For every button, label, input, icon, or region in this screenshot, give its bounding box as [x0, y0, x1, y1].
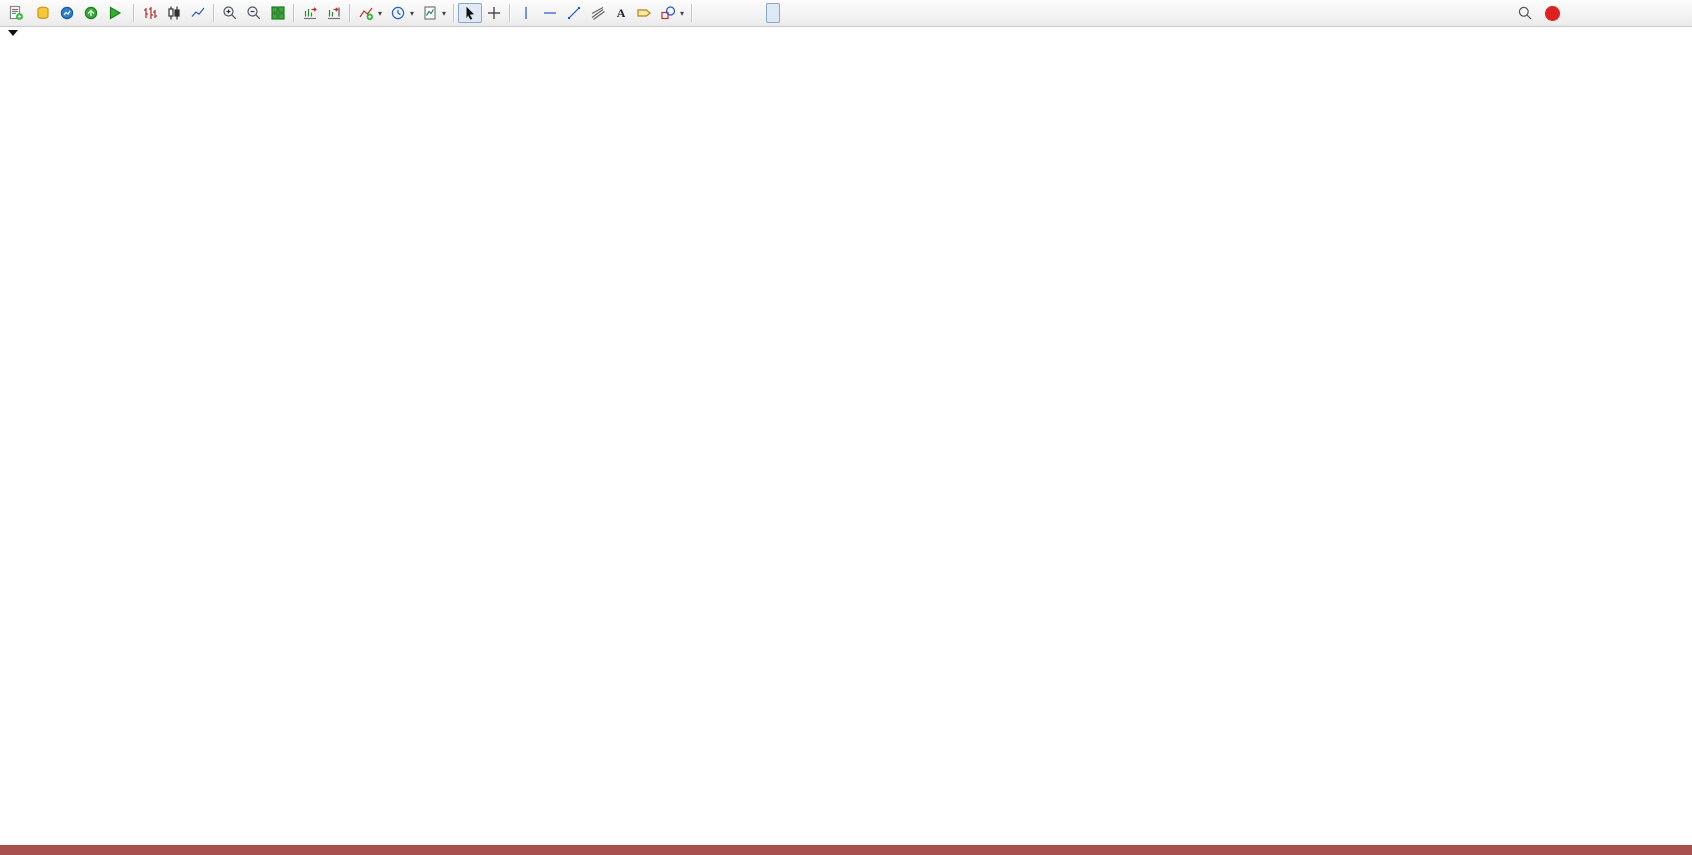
bottom-strip	[0, 845, 1692, 855]
bar-chart-button[interactable]	[138, 3, 162, 23]
tile-windows-button[interactable]	[266, 3, 290, 23]
chart-canvas[interactable]	[0, 26, 1692, 855]
template-icon	[424, 6, 436, 20]
timeframe-mn[interactable]	[808, 3, 822, 23]
chevron-down-icon: ▾	[442, 8, 447, 18]
templates-button[interactable]: ▾	[418, 3, 450, 23]
periods-button[interactable]: ▾	[386, 3, 418, 23]
candlestick-chart-button[interactable]	[162, 3, 186, 23]
chevron-down-icon: ▾	[378, 8, 383, 18]
zoom-in-icon	[223, 6, 237, 20]
cursor-icon	[466, 6, 475, 20]
chart-shift-button[interactable]	[322, 3, 346, 23]
timeframe-h4[interactable]	[766, 3, 781, 23]
text-tool-icon: A	[616, 5, 626, 20]
zoom-out-icon	[247, 6, 261, 20]
notification-badge[interactable]	[1545, 5, 1560, 21]
shapes-icon	[661, 6, 676, 20]
toolbar-separator	[691, 4, 694, 22]
vertical-line-icon	[525, 7, 527, 19]
bar-chart-icon	[144, 7, 157, 19]
timeframe-d1[interactable]	[780, 3, 794, 23]
timeframe-m30[interactable]	[738, 3, 752, 23]
candlestick-chart-icon	[168, 6, 180, 20]
tile-windows-icon	[271, 6, 285, 20]
text-label-button[interactable]	[632, 3, 656, 23]
zoom-in-button[interactable]	[218, 3, 242, 23]
search-icon[interactable]	[1517, 5, 1533, 21]
zoom-out-button[interactable]	[242, 3, 266, 23]
navigator-button[interactable]	[79, 3, 103, 23]
history-center-icon	[37, 6, 49, 20]
crosshair-icon	[488, 7, 501, 19]
main-toolbar: ▾ ▾ ▾ A	[0, 0, 1692, 27]
history-center-button[interactable]	[31, 3, 55, 23]
timeframe-h1[interactable]	[752, 3, 766, 23]
new-order-button[interactable]	[4, 3, 31, 23]
timeframe-m5[interactable]	[710, 3, 724, 23]
autotrading-button[interactable]	[103, 3, 130, 23]
line-chart-button[interactable]	[186, 3, 210, 23]
auto-scroll-button[interactable]	[298, 3, 322, 23]
horizontal-line-button[interactable]	[538, 3, 562, 23]
new-order-icon	[9, 5, 23, 20]
toolbar-separator	[509, 4, 512, 22]
shapes-button[interactable]: ▾	[656, 3, 688, 23]
text-button[interactable]: A	[610, 3, 632, 23]
indicators-button[interactable]: ▾	[354, 3, 386, 23]
market-watch-icon	[60, 6, 74, 20]
toolbar-separator	[213, 4, 215, 22]
toolbar-right-group	[1517, 5, 1560, 21]
line-chart-icon	[191, 7, 205, 17]
timeframe-w1[interactable]	[794, 3, 808, 23]
autotrading-play-icon	[109, 6, 122, 20]
crosshair-button[interactable]	[482, 3, 506, 23]
toolbar-separator	[349, 4, 351, 22]
horizontal-line-icon	[544, 12, 557, 14]
toolbar-separator	[133, 4, 135, 22]
timeframe-m15[interactable]	[724, 3, 738, 23]
market-watch-button[interactable]	[55, 3, 79, 23]
fibonacci-icon	[591, 6, 605, 20]
text-label-icon	[637, 9, 651, 17]
indicators-add-icon	[359, 7, 373, 20]
timeframe-m1[interactable]	[696, 3, 710, 23]
toolbar-separator	[453, 4, 456, 22]
toolbar-separator	[293, 4, 295, 22]
vertical-line-button[interactable]	[514, 3, 538, 23]
chevron-down-icon: ▾	[680, 8, 685, 18]
symbol-dropdown-icon[interactable]	[8, 30, 18, 36]
fibonacci-button[interactable]	[586, 3, 610, 23]
period-clock-icon	[391, 6, 405, 20]
cursor-button[interactable]	[458, 3, 483, 23]
chart-ohlc-header	[8, 30, 53, 36]
auto-scroll-icon	[304, 7, 317, 20]
chart-shift-icon	[328, 7, 340, 20]
trendline-button[interactable]	[562, 3, 586, 23]
chevron-down-icon: ▾	[410, 8, 415, 18]
trendline-icon	[568, 7, 581, 19]
navigator-icon	[84, 6, 98, 20]
